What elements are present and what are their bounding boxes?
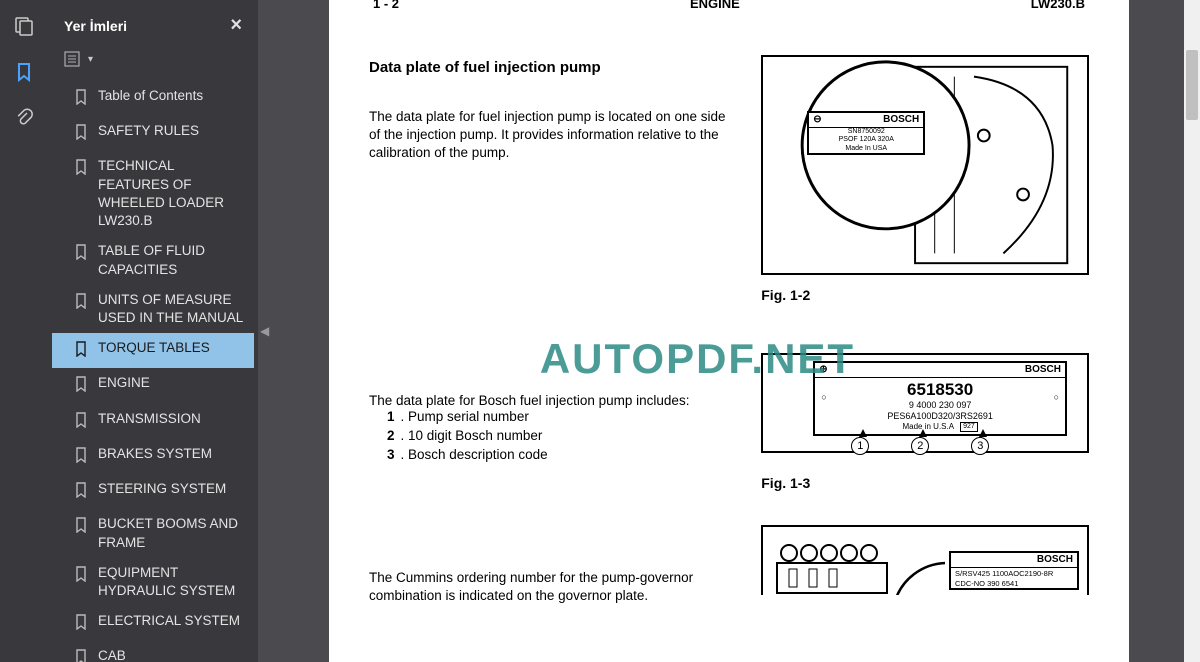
figure-1-2: ⊖BOSCH SN8750092 PSOF 120A 320A Made In … xyxy=(761,55,1089,275)
chevron-down-icon[interactable]: ▾ xyxy=(88,54,93,65)
bookmark-icon xyxy=(74,293,88,314)
bookmark-item[interactable]: TABLE OF FLUID CAPACITIES xyxy=(52,236,254,284)
options-icon[interactable] xyxy=(64,51,84,67)
bookmark-label: TECHNICAL FEATURES OF WHEELED LOADER LW2… xyxy=(98,157,244,230)
bookmark-label: ENGINE xyxy=(98,374,150,392)
plate3-l2: CDC-NO 390 6541 xyxy=(951,579,1077,588)
figure-1-3: ⊕BOSCH ○ 6518530 9 4000 230 097 PES6A100… xyxy=(761,353,1089,453)
bookmark-item[interactable]: CAB xyxy=(52,641,254,662)
plate3-brand: BOSCH xyxy=(1037,554,1073,566)
plate1-l1: SN8750092 xyxy=(809,128,923,136)
figure-label: Fig. 1-3 xyxy=(761,475,1089,491)
page-number: 1 - 2 xyxy=(373,0,399,11)
bookmark-item[interactable]: TORQUE TABLES xyxy=(52,333,254,368)
bookmark-icon xyxy=(74,376,88,397)
list-item: 3. Bosch description code xyxy=(387,446,731,465)
numbered-list: 1. Pump serial number2. 10 digit Bosch n… xyxy=(387,408,731,465)
bookmark-icon xyxy=(74,517,88,538)
bookmark-item[interactable]: TRANSMISSION xyxy=(52,404,254,439)
vertical-scrollbar[interactable] xyxy=(1184,0,1200,662)
bookmark-label: STEERING SYSTEM xyxy=(98,480,226,498)
list-item: 2. 10 digit Bosch number xyxy=(387,427,731,446)
bookmark-icon xyxy=(74,124,88,145)
callout-2: 2 xyxy=(911,437,929,455)
bookmark-icon xyxy=(74,159,88,180)
list-item: 1. Pump serial number xyxy=(387,408,731,427)
panel-header: Yer İmleri × xyxy=(52,8,254,47)
plate2-brand: BOSCH xyxy=(1025,364,1061,376)
plate1-l2: PSOF 120A 320A xyxy=(809,136,923,144)
plate1-l3: Made In USA xyxy=(809,145,923,153)
plate2-tag: 927 xyxy=(960,422,978,432)
thumbnails-icon[interactable] xyxy=(12,14,36,38)
bookmark-label: ELECTRICAL SYSTEM xyxy=(98,612,240,630)
bookmark-label: EQUIPMENT HYDRAULIC SYSTEM xyxy=(98,564,244,600)
attachments-icon[interactable] xyxy=(12,106,36,130)
bookmark-panel: Yer İmleri × ▾ Table of Contents SAFETY R… xyxy=(48,0,258,662)
document-area: ◀ 1 - 2 ENGINE LW230.B Data plate of fue… xyxy=(258,0,1200,662)
left-toolbar xyxy=(0,0,48,662)
bookmark-item[interactable]: BUCKET BOOMS AND FRAME xyxy=(52,509,254,557)
panel-title: Yer İmleri xyxy=(64,18,127,34)
close-icon[interactable]: × xyxy=(230,14,242,37)
bookmark-icon xyxy=(74,482,88,503)
figure-partial: BOSCH S/RSV425 1100AOC2190-8R CDC-NO 390… xyxy=(761,525,1089,595)
bookmark-icon xyxy=(74,614,88,635)
scroll-thumb[interactable] xyxy=(1186,50,1198,120)
paragraph: The Cummins ordering number for the pump… xyxy=(369,569,731,605)
callout-3: 3 xyxy=(971,437,989,455)
plate3-l1: S/RSV425 1100AOC2190-8R xyxy=(951,568,1077,579)
bookmark-label: UNITS OF MEASURE USED IN THE MANUAL xyxy=(98,291,244,327)
bookmark-icon xyxy=(74,244,88,265)
bookmark-item[interactable]: EQUIPMENT HYDRAULIC SYSTEM xyxy=(52,558,254,606)
bookmark-icon xyxy=(74,412,88,433)
bookmark-item[interactable]: ENGINE xyxy=(52,368,254,403)
bookmark-item[interactable]: STEERING SYSTEM xyxy=(52,474,254,509)
paragraph: The data plate for fuel injection pump i… xyxy=(369,108,731,163)
figure-label: Fig. 1-2 xyxy=(761,287,1089,303)
bookmark-item[interactable]: UNITS OF MEASURE USED IN THE MANUAL xyxy=(52,285,254,333)
bookmark-label: Table of Contents xyxy=(98,87,203,105)
plate2-l3: PES6A100D320/3RS2691 xyxy=(821,411,1059,422)
bookmark-label: BRAKES SYSTEM xyxy=(98,445,212,463)
list-intro: The data plate for Bosch fuel injection … xyxy=(369,393,731,408)
collapse-handle-icon[interactable]: ◀ xyxy=(258,316,271,346)
bookmark-label: CAB xyxy=(98,647,126,662)
bookmark-icon xyxy=(74,566,88,587)
bookmark-label: TRANSMISSION xyxy=(98,410,201,428)
bookmark-icon xyxy=(74,89,88,110)
page-header-row: 1 - 2 ENGINE LW230.B xyxy=(369,0,1089,13)
bookmark-item[interactable]: BRAKES SYSTEM xyxy=(52,439,254,474)
bookmark-icon xyxy=(74,341,88,362)
section-title: Data plate of fuel injection pump xyxy=(369,59,731,76)
panel-toolbar: ▾ xyxy=(52,47,254,77)
pdf-page: 1 - 2 ENGINE LW230.B Data plate of fuel … xyxy=(329,0,1129,662)
plate2-l4: Made in U.S.A xyxy=(902,422,954,432)
bookmark-icon xyxy=(74,649,88,662)
callout-1: 1 xyxy=(851,437,869,455)
bookmark-label: TORQUE TABLES xyxy=(98,339,210,357)
bookmark-item[interactable]: SAFETY RULES xyxy=(52,116,254,151)
plate1-brand: BOSCH xyxy=(883,114,919,126)
bookmark-icon xyxy=(74,447,88,468)
plate2-l2: 9 4000 230 097 xyxy=(821,400,1059,411)
bookmark-label: TABLE OF FLUID CAPACITIES xyxy=(98,242,244,278)
bookmark-item[interactable]: TECHNICAL FEATURES OF WHEELED LOADER LW2… xyxy=(52,151,254,236)
bookmark-list: Table of Contents SAFETY RULES TECHNICAL F… xyxy=(52,77,254,662)
bookmark-label: SAFETY RULES xyxy=(98,122,199,140)
plate2-big: 6518530 xyxy=(821,380,1059,400)
page-section: ENGINE xyxy=(690,0,740,11)
bookmarks-tab-icon[interactable] xyxy=(12,60,36,84)
bookmark-item[interactable]: ELECTRICAL SYSTEM xyxy=(52,606,254,641)
page-model: LW230.B xyxy=(1031,0,1085,11)
bookmark-item[interactable]: Table of Contents xyxy=(52,81,254,116)
bookmark-label: BUCKET BOOMS AND FRAME xyxy=(98,515,244,551)
